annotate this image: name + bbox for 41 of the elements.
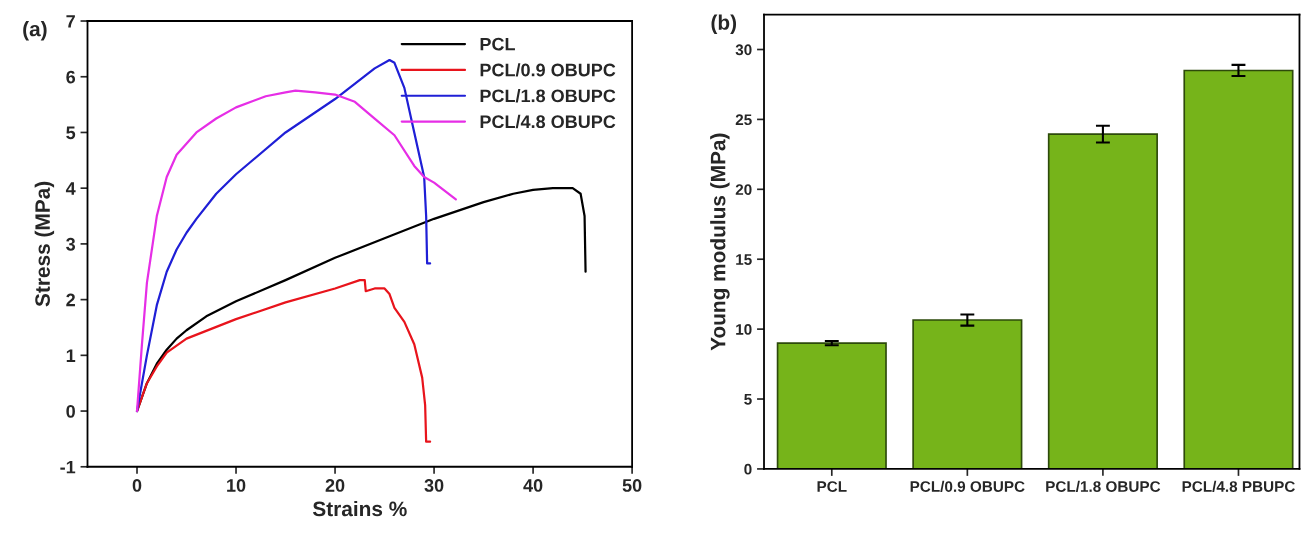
y-tick-label: 1: [66, 349, 76, 362]
y-tick-label: 5: [744, 394, 752, 405]
y-tick-label: 25: [735, 114, 752, 126]
y-tick-label: 10: [736, 323, 752, 335]
x-axis-title: Strains %: [312, 500, 407, 517]
x-tick-label: PCL/4.8 PBUPC: [1182, 480, 1295, 493]
y-axis-title: Young modulus (MPa): [710, 133, 730, 351]
y-tick-label: 0: [744, 463, 752, 475]
y-tick-label: 3: [66, 237, 76, 251]
x-tick-label: 30: [424, 479, 444, 492]
x-tick-label: PCL: [817, 481, 847, 492]
legend-label: PCL/1.8 OBUPC: [480, 88, 616, 103]
bar: [912, 319, 1023, 469]
y-tick-label: 6: [66, 70, 76, 84]
x-tick-label: 50: [622, 479, 642, 492]
bar: [776, 342, 887, 469]
bar: [1047, 133, 1158, 469]
y-tick-label: 20: [735, 184, 752, 195]
y-tick-label: -1: [60, 460, 76, 474]
line-series: [135, 279, 432, 443]
x-tick-label: 0: [132, 479, 142, 492]
y-tick-label: 7: [66, 15, 75, 28]
y-tick-label: 2: [66, 293, 75, 307]
y-tick-label: 15: [736, 254, 752, 265]
x-tick-label: PCL/0.9 OBUPC: [910, 480, 1025, 493]
bar: [1183, 69, 1294, 469]
x-tick-label: 20: [325, 479, 345, 492]
y-tick-label: 30: [735, 44, 752, 56]
x-tick-label: 10: [227, 479, 246, 492]
y-tick-label: 5: [66, 126, 76, 140]
legend-label: PCL: [480, 37, 515, 51]
y-axis-title: Stress (MPa): [34, 181, 55, 307]
chart-title: (b): [711, 14, 737, 34]
y-tick-label: 0: [66, 404, 75, 418]
line-series: [135, 89, 457, 413]
y-tick-label: 4: [65, 182, 76, 195]
legend-label: PCL/0.9 OBUPC: [480, 63, 616, 77]
chart-title: (a): [23, 21, 47, 41]
x-tick-label: 40: [523, 479, 543, 492]
legend-label: PCL/4.8 OBUPC: [480, 114, 616, 129]
x-tick-label: PCL/1.8 OBUPC: [1046, 480, 1161, 493]
